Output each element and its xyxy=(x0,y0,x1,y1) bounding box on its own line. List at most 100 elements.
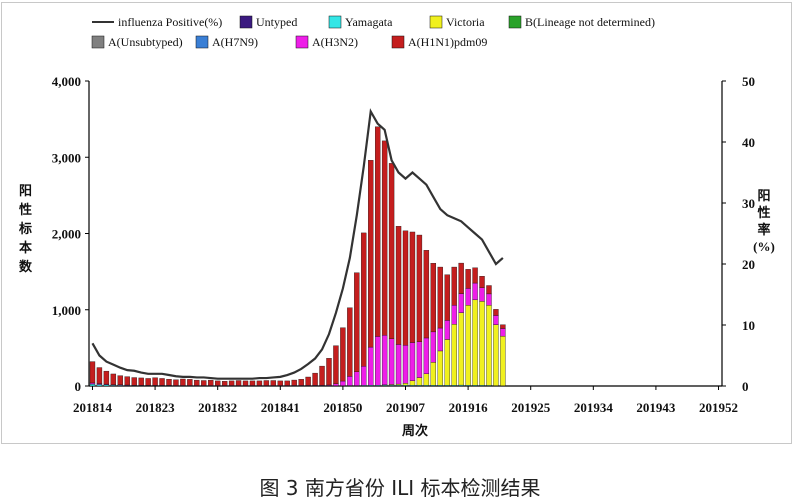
bar-a-h1n1-pdm09 xyxy=(277,380,283,386)
bar-a-h1n1-pdm09 xyxy=(347,307,353,377)
bar-victoria xyxy=(479,301,485,386)
legend-swatch xyxy=(391,35,405,49)
x-tick-label: 201850 xyxy=(323,400,362,415)
bar-a-h3n2- xyxy=(458,293,464,313)
x-tick-label: 201925 xyxy=(511,400,551,415)
bar-a-h1n1-pdm09 xyxy=(173,379,179,386)
legend-item-label: B(Lineage not determined) xyxy=(525,15,655,29)
bar-a-h1n1-pdm09 xyxy=(208,379,214,386)
bar-a-h1n1-pdm09 xyxy=(416,234,423,342)
chart-frame: influenza Positive(%) Untyped Yamagata Vict… xyxy=(1,2,792,444)
bar-a-h1n1-pdm09 xyxy=(493,309,499,316)
bar-a-h3n2- xyxy=(361,366,367,386)
x-tick-label: 201814 xyxy=(73,400,113,415)
legend-swatch xyxy=(328,15,342,29)
bar-a-h1n1-pdm09 xyxy=(228,380,235,386)
bar-a-h1n1-pdm09 xyxy=(152,377,158,386)
bar-a-h3n2- xyxy=(479,287,485,302)
x-tick-label: 201823 xyxy=(136,400,176,415)
bar-a-h1n1-pdm09 xyxy=(430,263,437,333)
bar-a-h3n2- xyxy=(465,288,471,306)
bar-a-h1n1-pdm09 xyxy=(409,231,416,343)
y-right-tick-label: 50 xyxy=(742,74,755,89)
x-tick-label: 201841 xyxy=(261,400,300,415)
bar-a-h3n2- xyxy=(500,328,506,337)
bar-a-h1n1-pdm09 xyxy=(305,376,311,386)
bar-victoria xyxy=(430,362,437,386)
bar-a-h3n2- xyxy=(402,345,409,384)
bar-a-h1n1-pdm09 xyxy=(298,379,304,386)
legend-swatch xyxy=(91,35,105,49)
bar-a-h1n1-pdm09 xyxy=(194,379,200,386)
bar-a-h3n2- xyxy=(493,315,499,325)
bar-victoria xyxy=(493,324,499,386)
y-left-tick-label: 2,000 xyxy=(52,227,81,242)
legend-item-label: Untyped xyxy=(256,15,297,29)
bar-a-h1n1-pdm09 xyxy=(138,377,144,386)
bar-a-h1n1-pdm09 xyxy=(103,370,110,385)
bar-victoria xyxy=(423,373,430,386)
bar-a-h1n1-pdm09 xyxy=(166,379,172,386)
legend-swatch xyxy=(295,35,309,49)
bar-a-h1n1-pdm09 xyxy=(388,163,395,339)
bar-a-h3n2- xyxy=(416,341,423,378)
bar-victoria xyxy=(437,350,443,386)
y-left-tick-label: 3,000 xyxy=(52,150,81,165)
bar-a-h1n1-pdm09 xyxy=(124,376,130,386)
bar-a-h1n1-pdm09 xyxy=(354,272,360,372)
bar-a-h3n2- xyxy=(444,320,450,340)
bar-yamagata xyxy=(103,384,110,387)
x-tick-label: 201832 xyxy=(198,400,237,415)
bar-a-h1n1-pdm09 xyxy=(284,380,290,386)
bar-a-h1n1-pdm09 xyxy=(249,380,256,386)
bar-a-h3n2- xyxy=(368,346,374,386)
legend-swatch xyxy=(508,15,522,29)
bar-a-h1n1-pdm09 xyxy=(312,372,318,386)
bar-a-h1n1-pdm09 xyxy=(472,267,478,284)
legend-item-label: Victoria xyxy=(446,15,485,29)
bar-victoria xyxy=(402,383,409,386)
bar-a-h1n1-pdm09 xyxy=(270,380,277,386)
bar-a-h3n2- xyxy=(381,335,388,386)
legend-swatch xyxy=(429,15,443,29)
bar-a-h1n1-pdm09 xyxy=(402,230,409,346)
bar-yamagata xyxy=(96,384,103,387)
legend-item-label: A(H3N2) xyxy=(312,35,358,49)
bar-a-h3n2- xyxy=(423,337,430,374)
bar-victoria xyxy=(416,377,423,386)
bar-a-h1n1-pdm09 xyxy=(263,380,270,386)
bar-a-h1n1-pdm09 xyxy=(159,378,165,386)
bar-a-h3n2- xyxy=(395,344,402,385)
figure-caption: 图 3 南方省份 ILI 标本检测结果 xyxy=(259,476,541,500)
y-axis-right-label: 阳性率(%) xyxy=(753,188,775,254)
bar-a-h1n1-pdm09 xyxy=(458,262,464,294)
bar-a-h1n1-pdm09 xyxy=(465,269,471,289)
y-right-tick-label: 40 xyxy=(742,135,755,150)
bar-victoria xyxy=(451,324,457,386)
x-tick-label: 201907 xyxy=(386,400,426,415)
bar-a-h3n2- xyxy=(374,336,381,386)
bar-a-h1n1-pdm09 xyxy=(451,266,457,306)
bar-a-h1n1-pdm09 xyxy=(117,375,123,385)
bar-a-h1n1-pdm09 xyxy=(221,381,228,386)
bar-a-h1n1-pdm09 xyxy=(131,377,137,386)
bar-a-h3n2- xyxy=(388,338,395,385)
bar-yamagata xyxy=(89,383,96,387)
bar-a-h1n1-pdm09 xyxy=(235,380,242,386)
bar-victoria xyxy=(500,335,506,386)
legend-item-label: Yamagata xyxy=(345,15,393,29)
bar-a-h1n1-pdm09 xyxy=(187,379,193,386)
bar-a-h1n1-pdm09 xyxy=(500,324,506,329)
legend-item-label: A(Unsubtyped) xyxy=(108,35,183,49)
bar-a-h3n2- xyxy=(472,282,478,301)
x-tick-label: 201952 xyxy=(699,400,738,415)
bar-a-h1n1-pdm09 xyxy=(291,379,297,386)
bar-a-h1n1-pdm09 xyxy=(333,345,339,384)
bar-a-h1n1-pdm09 xyxy=(479,276,485,288)
bar-a-h1n1-pdm09 xyxy=(381,140,388,336)
bar-a-h1n1-pdm09 xyxy=(423,250,430,339)
line-influenza-positive xyxy=(91,108,504,380)
bar-a-h1n1-pdm09 xyxy=(374,126,381,337)
legend-item-label: A(H1N1)pdm09 xyxy=(408,35,487,49)
y-right-tick-label: 20 xyxy=(742,257,755,272)
